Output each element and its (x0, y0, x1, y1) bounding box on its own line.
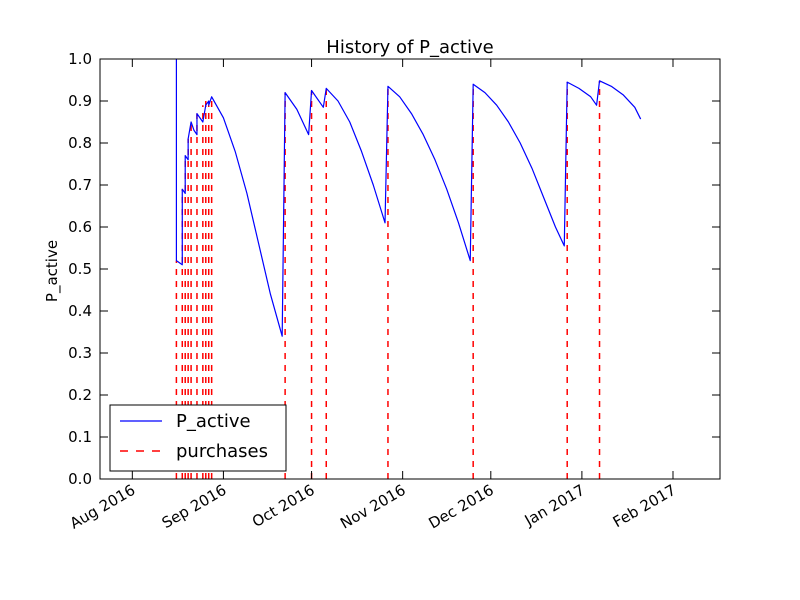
y-axis-label: P_active (43, 240, 62, 302)
y-tick-label: 0.2 (68, 386, 92, 404)
chart-title: History of P_active (326, 37, 493, 58)
x-tick-label: Feb 2017 (610, 481, 679, 531)
y-tick-label: 1.0 (68, 50, 92, 68)
y-tick-label: 0.5 (68, 260, 92, 278)
legend-box (109, 404, 287, 472)
p-active-series-line (175, 59, 642, 337)
y-tick-label: 0.9 (68, 92, 92, 110)
legend-purchases-label: purchases (176, 441, 268, 462)
y-tick-label: 0.7 (68, 176, 92, 194)
y-tick-label: 0.0 (68, 470, 92, 488)
y-axis-ticks: 0.0 0.1 0.2 0.3 0.4 0.5 0.6 0.7 0.8 0.9 1.0 (68, 50, 720, 488)
x-tick-label: Jan 2017 (521, 481, 588, 530)
legend-p-active-label: P_active (176, 411, 251, 432)
x-tick-label: Dec 2016 (425, 481, 496, 533)
legend: P_active purchases (109, 404, 287, 472)
y-tick-label: 0.6 (68, 218, 92, 236)
x-tick-label: Nov 2016 (337, 481, 409, 533)
y-tick-label: 0.1 (68, 428, 92, 446)
y-tick-label: 0.3 (68, 344, 92, 362)
x-tick-label: Sep 2016 (159, 481, 230, 532)
x-tick-label: Oct 2016 (249, 481, 318, 531)
x-tick-label: Aug 2016 (67, 481, 139, 533)
y-tick-label: 0.8 (68, 134, 92, 152)
y-tick-label: 0.4 (68, 302, 92, 320)
